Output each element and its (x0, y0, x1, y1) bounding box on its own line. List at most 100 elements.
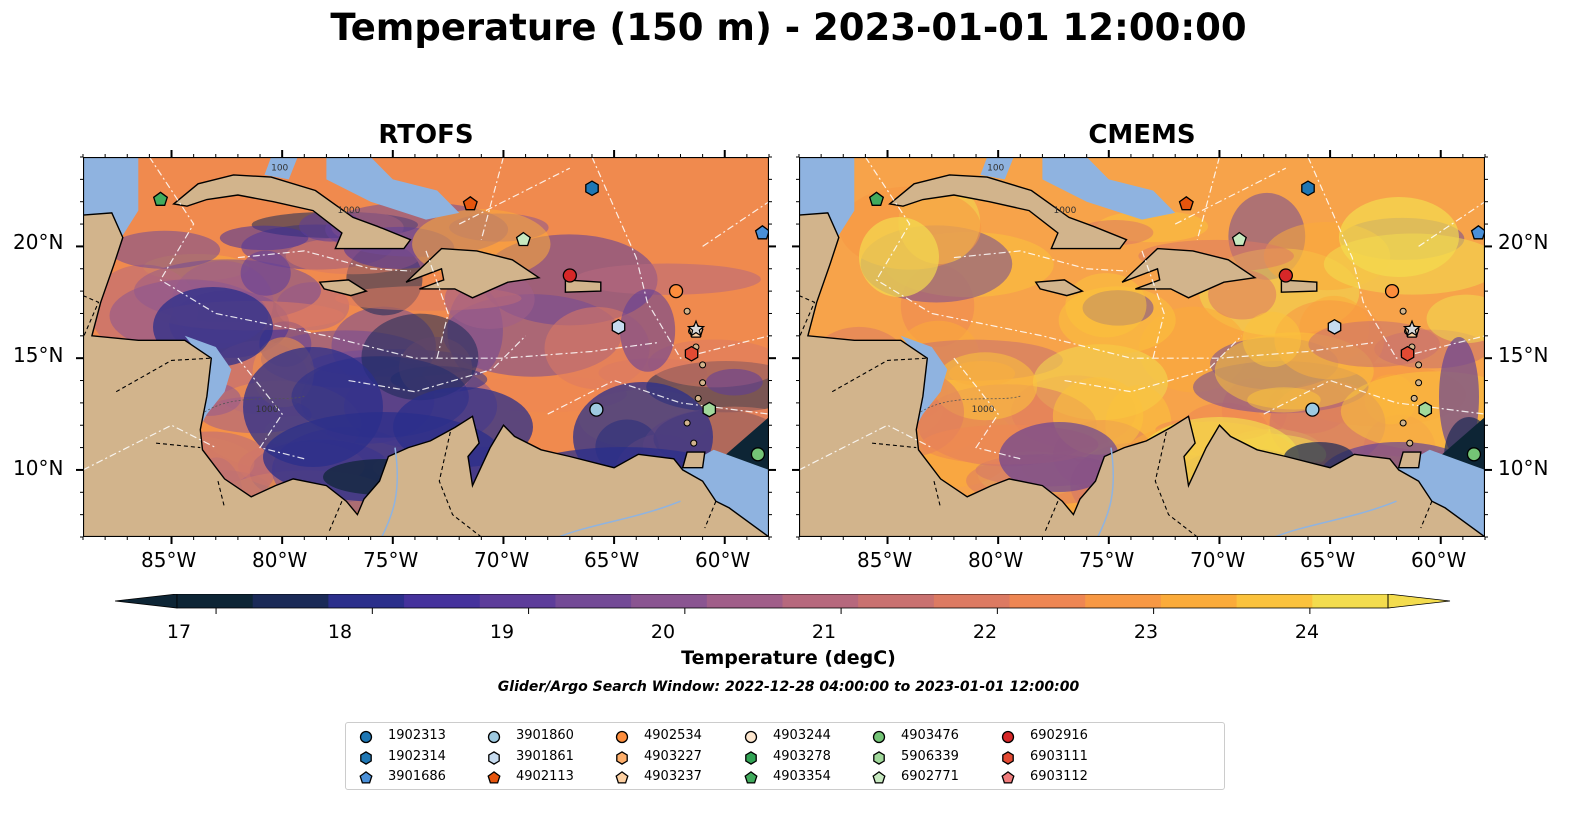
colorbar-extend-high (1387, 594, 1451, 609)
legend-label: 6902771 (901, 769, 959, 784)
eez-boundary (953, 250, 1127, 272)
x-tick-right-70w: 70°W (1190, 548, 1246, 572)
country-border (933, 480, 942, 509)
x-tick-left-85w: 85°W (141, 548, 197, 572)
legend-label: 3901861 (516, 749, 574, 764)
legend-marker-icon (1001, 771, 1015, 784)
temperature-patch (1242, 311, 1302, 368)
eez-boundary (547, 379, 769, 415)
lesser-antilles-island (1415, 379, 1423, 387)
observation-marker (1327, 318, 1342, 335)
lesser-antilles-island (1406, 439, 1414, 447)
colorbar-segment (1312, 594, 1389, 608)
legend-label: 4903354 (773, 769, 831, 784)
observation-marker (1466, 447, 1482, 462)
legend: 1902313 1902314 3901686 3901860 3901861 49021… (345, 722, 1225, 790)
cuba-land (888, 174, 1128, 250)
x-tick-left-70w: 70°W (474, 548, 530, 572)
lesser-antilles-island (694, 394, 702, 402)
y-tick-right-10n: 10°N (1498, 456, 1549, 480)
central-south-america-land (799, 212, 1485, 537)
observation-marker (702, 401, 717, 418)
legend-marker-icon (1002, 751, 1014, 765)
observation-marker (1384, 283, 1400, 299)
colorbar-segment (706, 594, 783, 608)
legend-marker-icon (872, 771, 886, 784)
legend-label: 6903111 (1030, 749, 1088, 764)
country-border (831, 357, 928, 393)
continental-shelf (1042, 157, 1176, 220)
observation-marker (462, 195, 478, 211)
country-border (1044, 501, 1059, 533)
river (558, 500, 681, 537)
bathymetry-contour (204, 395, 305, 413)
country-border (155, 442, 201, 449)
colorbar-tick-21: 21 (811, 621, 837, 643)
legend-label: 4903227 (644, 749, 702, 764)
panel-title-rtofs: RTOFS (378, 120, 474, 150)
x-tick-left-75w: 75°W (363, 548, 419, 572)
colorbar-segment (328, 594, 405, 608)
legend-marker-icon (1001, 730, 1015, 744)
lesser-antilles-island (1410, 394, 1418, 402)
river (381, 447, 398, 537)
map-panel-cmems[interactable]: 1000 1000 100 (799, 157, 1485, 537)
temperature-patch (1426, 294, 1485, 344)
temperature-patch (620, 289, 676, 372)
colorbar-segment (1085, 594, 1162, 608)
legend-label: 3901686 (388, 769, 446, 784)
trinidad-land (681, 451, 706, 469)
legend-marker-icon (615, 771, 629, 784)
map-frame (799, 157, 1485, 537)
eez-boundary (864, 157, 1375, 359)
eez-boundary (591, 157, 769, 359)
observation-marker (1402, 319, 1422, 337)
warm-anomaly (859, 217, 939, 297)
colorbar-extend-low (115, 594, 178, 609)
legend-marker-icon (745, 751, 757, 765)
legend-marker-icon (744, 730, 758, 744)
observation-marker (611, 318, 626, 335)
eez-boundary (1141, 250, 1165, 359)
legend-marker-icon (488, 751, 500, 765)
temperature-patch (361, 313, 479, 401)
country-border (704, 501, 717, 529)
eez-boundary (348, 335, 527, 393)
central-south-america-land (83, 212, 769, 537)
x-tick-left-60w: 60°W (695, 548, 751, 572)
country-border (328, 501, 343, 533)
lesser-antilles-island (1399, 419, 1407, 427)
legend-marker-icon (615, 730, 629, 744)
legend-label: 4902113 (516, 769, 574, 784)
observation-marker (562, 268, 577, 283)
legend-label: 4903244 (773, 728, 831, 743)
country-border (115, 357, 212, 393)
eez-boundary (1174, 167, 1287, 225)
country-border (217, 480, 226, 509)
legend-label: 6902916 (1030, 728, 1088, 743)
continental-shelf (264, 157, 298, 180)
jamaica-land (318, 279, 368, 297)
legend-label: 1902313 (388, 728, 446, 743)
map-panel-rtofs[interactable]: 1000 1000 100 (83, 157, 769, 537)
eez-boundary (1196, 157, 1221, 240)
legend-marker-icon (360, 751, 372, 765)
temperature-patch (240, 250, 291, 296)
colorbar-segment (479, 594, 556, 608)
eez-boundary (1307, 157, 1485, 359)
lesser-antilles-island (1399, 307, 1407, 315)
continental-shelf (980, 157, 1014, 180)
colorbar-segment (1236, 594, 1313, 608)
jamaica-land (1034, 279, 1084, 297)
colorbar (115, 594, 1451, 614)
colorbar-tick-19: 19 (489, 621, 515, 643)
y-tick-right-15n: 15°N (1498, 343, 1549, 367)
bathymetry-contour (920, 395, 1021, 413)
legend-label: 6903112 (1030, 769, 1088, 784)
eez-boundary (1418, 201, 1485, 247)
y-tick-left-15n: 15°N (13, 343, 64, 367)
map-cmems-svg: 1000 1000 100 (799, 157, 1485, 537)
colorbar-segment (933, 594, 1011, 608)
y-tick-left-10n: 10°N (13, 456, 64, 480)
lesser-antilles-island (683, 307, 691, 315)
